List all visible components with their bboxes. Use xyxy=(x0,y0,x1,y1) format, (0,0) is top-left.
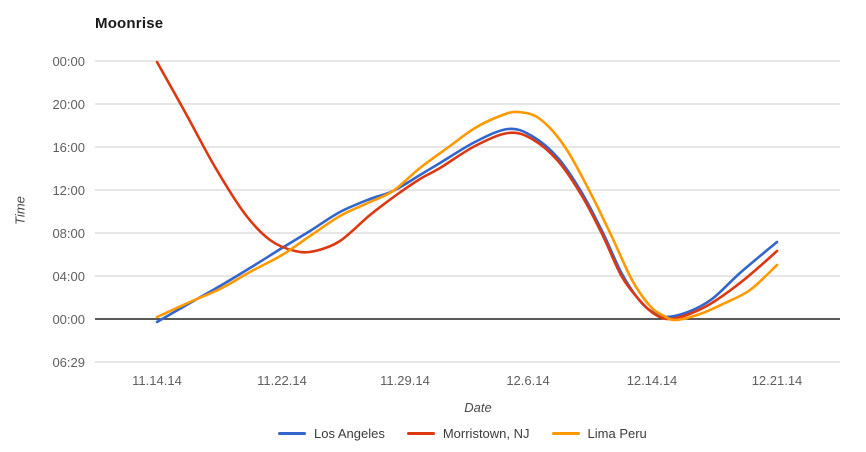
x-tick-label: 11.22.14 xyxy=(257,373,307,388)
series-lines xyxy=(155,60,779,324)
legend: Los Angeles Morristown, NJ Lima Peru xyxy=(278,424,647,442)
y-tick-label: 20:00 xyxy=(52,97,85,112)
legend-label: Los Angeles xyxy=(314,425,385,441)
x-tick-label: 12.14.14 xyxy=(626,373,678,388)
x-tick-label: 12.21.14 xyxy=(751,373,803,388)
legend-label: Lima Peru xyxy=(587,425,647,441)
series-line-morristown-nj xyxy=(155,60,779,321)
y-tick-label: 12:00 xyxy=(52,183,85,198)
y-tick-label: 00:00 xyxy=(52,54,85,69)
legend-swatch-los-angeles xyxy=(278,431,306,435)
legend-swatch-morristown-nj xyxy=(406,431,435,435)
x-tick-label: 11.14.14 xyxy=(132,373,182,388)
y-axis-title: Time xyxy=(12,196,28,225)
x-tick-label: 12.6.14 xyxy=(506,373,550,388)
legend-swatch-lima-peru xyxy=(551,431,580,435)
legend-item-morristown-nj: Morristown, NJ xyxy=(406,425,530,441)
x-axis-title: Date xyxy=(464,400,492,415)
chart-title: Moonrise xyxy=(95,15,164,32)
y-tick-label: 08:00 xyxy=(52,226,85,241)
y-tick-label: 06:29 xyxy=(52,355,85,370)
legend-item-lima-peru: Lima Peru xyxy=(551,425,647,441)
legend-label: Morristown, NJ xyxy=(442,425,530,441)
y-tick-label: 04:00 xyxy=(52,269,85,284)
y-tick-label: 16:00 xyxy=(52,140,85,155)
series-line-lima-peru xyxy=(155,110,779,322)
gridlines xyxy=(95,60,840,363)
legend-item-los-angeles: Los Angeles xyxy=(278,426,385,441)
x-tick-label: 11.29.14 xyxy=(380,373,430,388)
y-tick-label: 00:00 xyxy=(52,312,85,327)
series-line-los-angeles xyxy=(155,127,779,324)
